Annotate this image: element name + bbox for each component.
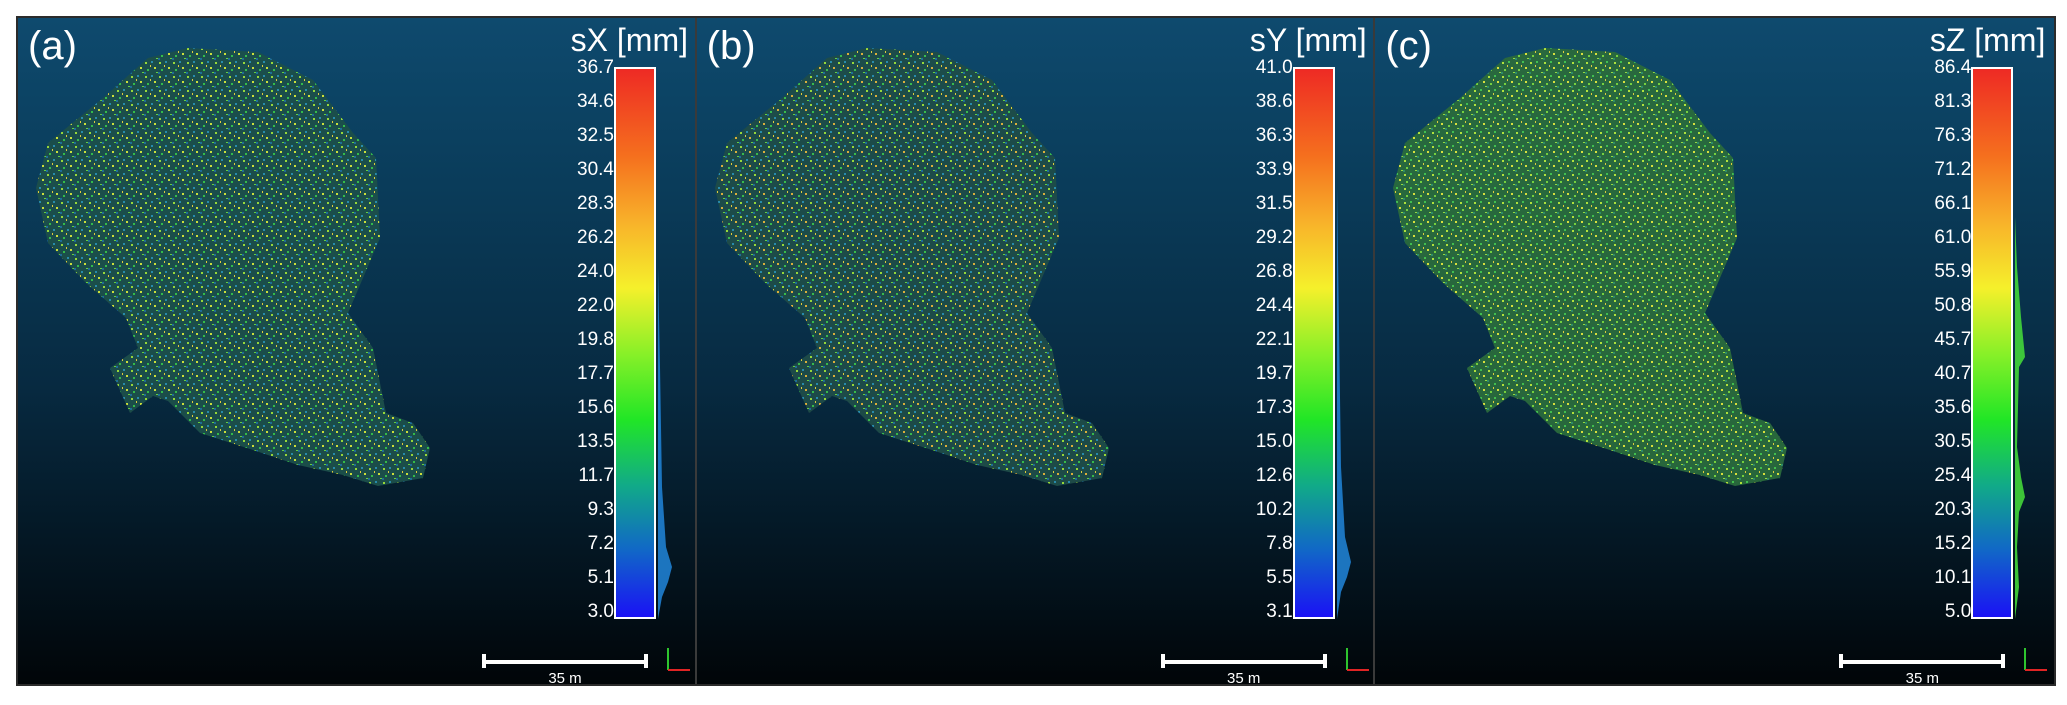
value-histogram [658, 267, 672, 619]
colorbar-tick: 24.0 [577, 261, 614, 282]
colorbar-tick: 41.0 [1255, 57, 1293, 78]
colorbar-tick: 15.2 [1934, 533, 1972, 554]
colorbar-tick: 38.6 [1255, 91, 1293, 112]
colorbar-tick: 7.8 [1266, 533, 1293, 554]
colorbar-tick: 66.1 [1934, 193, 1972, 214]
colorbar-tick: 29.2 [1255, 227, 1293, 248]
colorbar-tick: 32.5 [577, 125, 614, 146]
colorbar-tick: 30.4 [577, 159, 614, 180]
colorbar-tick: 28.3 [577, 193, 614, 214]
colorbar-tick: 20.3 [1934, 499, 1972, 520]
colorbar-tick: 19.7 [1255, 363, 1293, 384]
panel-letter: (c) [1385, 24, 1432, 68]
point-cloud-c [1393, 48, 1788, 486]
colorbar-tick: 5.1 [587, 567, 614, 588]
axis-gizmo-icon [1345, 648, 1369, 671]
terrain-outline-b [714, 48, 1109, 486]
colorbar-title: sX [mm] [570, 22, 688, 58]
colorbar-tick: 7.2 [587, 533, 614, 554]
colorbar-tick: 15.6 [577, 397, 614, 418]
colorbar-tick: 3.1 [1266, 601, 1293, 622]
point-cloud-a [36, 48, 430, 486]
colorbar-tick: 71.2 [1934, 159, 1972, 180]
colorbar-tick: 36.7 [577, 57, 614, 78]
colorbar-tick: 40.7 [1934, 363, 1972, 384]
colorbar-tick: 61.0 [1934, 227, 1972, 248]
colorbar-tick: 55.9 [1934, 261, 1972, 282]
panel-b: (b) sY [mm] 41.0 38.6 36.3 33.9 31.5 29.… [696, 18, 1376, 684]
colorbar-tick: 35.6 [1934, 397, 1972, 418]
colorbar-tick: 81.3 [1934, 91, 1972, 112]
colorbar-tick: 24.4 [1255, 295, 1293, 316]
scale-bar [1160, 654, 1327, 668]
colorbar-tick: 26.2 [577, 227, 614, 248]
colorbar-tick: 34.6 [577, 91, 614, 112]
colorbar-tick: 5.0 [1944, 601, 1972, 622]
colorbar-tick: 12.6 [1255, 465, 1293, 486]
colorbar-tick: 10.1 [1934, 567, 1972, 588]
terrain-outline-a [36, 48, 430, 486]
panel-letter: (a) [28, 24, 77, 68]
colorbar-tick: 50.8 [1934, 295, 1972, 316]
colorbar-title: sY [mm] [1249, 22, 1367, 58]
colorbar-tick: 25.4 [1934, 465, 1972, 486]
point-cloud-b [714, 48, 1109, 486]
colorbar-tick: 30.5 [1934, 431, 1972, 452]
colorbar-tick: 31.5 [1255, 193, 1293, 214]
colorbar-title: sZ [mm] [1929, 22, 2046, 58]
scale-bar-label: 35 m [1226, 670, 1261, 684]
value-histogram [2015, 217, 2026, 619]
scale-bar [1839, 654, 2006, 668]
colorbar-tick: 45.7 [1934, 329, 1972, 350]
colorbar-tick: 15.0 [1255, 431, 1293, 452]
colorbar [1292, 67, 1335, 619]
colorbar-tick: 19.8 [577, 329, 614, 350]
colorbar [614, 67, 656, 619]
colorbar-tick: 22.1 [1255, 329, 1293, 350]
axis-gizmo-icon [667, 648, 690, 671]
scale-bar-label: 35 m [1905, 670, 1940, 684]
colorbar-tick: 17.7 [577, 363, 614, 384]
colorbar-tick: 26.8 [1255, 261, 1293, 282]
panel-letter: (b) [706, 24, 756, 68]
colorbar-tick: 10.2 [1255, 499, 1293, 520]
colorbar-ticks: 86.4 81.3 76.3 71.2 66.1 61.0 55.9 50.8 … [1895, 18, 1979, 684]
panel-a: (a) sX [mm] 36.7 34.6 32.5 30.4 28.3 26.… [18, 18, 697, 684]
panel-c: (c) sZ [mm] 86.4 81.3 76.3 71.2 66.1 61.… [1375, 18, 2054, 684]
colorbar-tick: 33.9 [1255, 159, 1293, 180]
value-histogram [1336, 187, 1351, 619]
colorbar [1971, 67, 2014, 619]
scale-bar-label: 35 m [548, 670, 582, 684]
colorbar-tick: 22.0 [577, 295, 614, 316]
colorbar-tick: 13.5 [577, 431, 614, 452]
colorbar-tick: 5.5 [1266, 567, 1293, 588]
colorbar-tick: 9.3 [587, 499, 614, 520]
axis-gizmo-icon [2024, 648, 2048, 671]
colorbar-tick: 86.4 [1934, 57, 1972, 78]
colorbar-tick: 11.7 [578, 465, 614, 486]
colorbar-tick: 36.3 [1255, 125, 1293, 146]
colorbar-ticks: 41.0 38.6 36.3 33.9 31.5 29.2 26.8 24.4 … [1217, 18, 1301, 684]
scale-bar [482, 654, 648, 668]
colorbar-tick: 3.0 [587, 601, 614, 622]
figure: (a) sX [mm] 36.7 34.6 32.5 30.4 28.3 26.… [16, 16, 2056, 686]
colorbar-tick: 76.3 [1934, 125, 1972, 146]
terrain-outline-c [1393, 48, 1788, 486]
colorbar-tick: 17.3 [1255, 397, 1293, 418]
colorbar-ticks: 36.7 34.6 32.5 30.4 28.3 26.2 24.0 22.0 … [538, 18, 622, 684]
